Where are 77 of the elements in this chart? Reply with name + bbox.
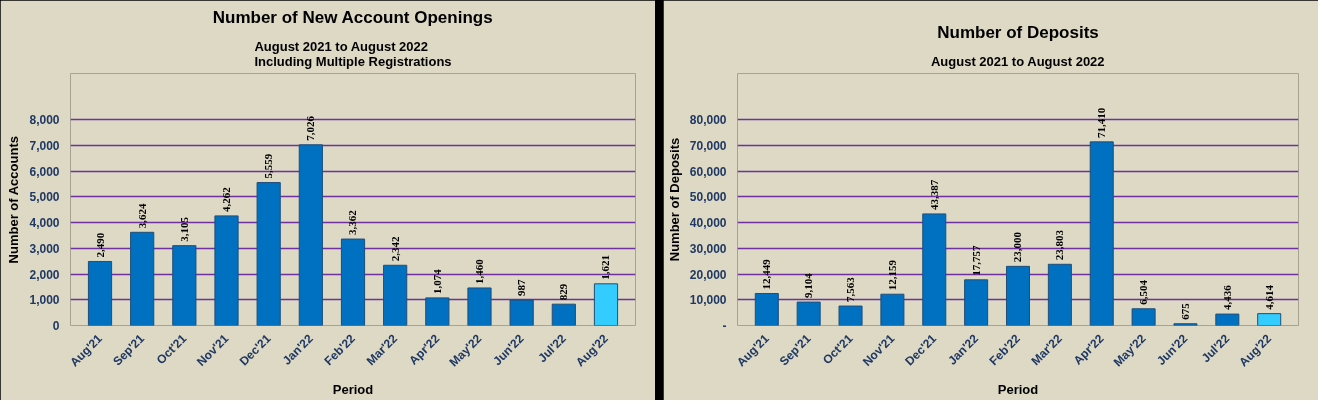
bar — [214, 215, 239, 326]
bar — [425, 297, 450, 326]
y-tick-label: - — [722, 319, 727, 333]
bar — [130, 231, 155, 326]
y-tick-label: 70,000 — [689, 139, 727, 153]
bar — [880, 293, 905, 326]
bar — [467, 287, 492, 326]
data-label: 5,559 — [262, 153, 275, 179]
y-tick-label: 10,000 — [689, 293, 727, 308]
data-label: 23,000 — [1011, 231, 1024, 263]
y-tick-label: 60,000 — [689, 164, 727, 179]
bar — [256, 182, 281, 326]
y-axis-title: Number of Deposits — [666, 137, 682, 262]
data-label: 4,436 — [1220, 284, 1233, 311]
bar — [1047, 263, 1072, 326]
chart-subtitle: August 2021 to August 2022 Including Multiple Registrations — [254, 38, 452, 69]
y-tick-label: 30,000 — [689, 241, 727, 256]
data-label: 4,262 — [220, 186, 233, 212]
data-label: 12,159 — [885, 259, 898, 291]
data-label: 3,624 — [135, 203, 148, 229]
data-label: 4,614 — [1262, 284, 1275, 310]
data-label: 6,504 — [1137, 279, 1150, 305]
data-label: 17,757 — [969, 245, 982, 276]
bar — [172, 245, 197, 326]
data-label: 987 — [515, 279, 528, 297]
bar — [87, 260, 113, 326]
bar — [1005, 265, 1031, 326]
y-tick-label: 20,000 — [689, 267, 727, 282]
data-label: 7,026 — [304, 115, 317, 141]
y-tick-label: 8,000 — [29, 113, 60, 128]
data-label: 23,803 — [1053, 229, 1066, 261]
data-label: 1,074 — [430, 268, 443, 294]
bar — [1257, 313, 1282, 326]
data-label: 43,387 — [927, 179, 940, 210]
bar — [838, 305, 863, 326]
bar — [1131, 308, 1156, 326]
data-label: 2,342 — [388, 236, 401, 262]
bar — [593, 283, 619, 326]
y-tick-label: 4,000 — [29, 216, 60, 231]
data-label: 1,621 — [599, 255, 612, 280]
bar — [922, 213, 947, 326]
bar — [964, 279, 989, 326]
y-tick-label: 2,000 — [29, 267, 60, 282]
bar — [509, 299, 534, 326]
y-tick-label: 5,000 — [29, 190, 60, 205]
chart-subtitle: August 2021 to August 2022 — [930, 53, 1105, 69]
bar — [1215, 313, 1240, 326]
y-axis-title: Number of Accounts — [6, 136, 22, 264]
data-label: 3,105 — [177, 216, 190, 242]
y-tick-label: 6,000 — [29, 164, 60, 179]
x-axis-title: Period — [997, 382, 1039, 398]
data-label: 1,460 — [472, 258, 485, 284]
y-tick-label: 40,000 — [689, 216, 727, 231]
data-label: 9,104 — [802, 272, 815, 299]
chart-title: Number of Deposits — [937, 22, 1099, 42]
bar — [383, 264, 408, 326]
data-label: 12,449 — [760, 258, 773, 290]
bar — [796, 301, 821, 326]
bar — [551, 303, 576, 326]
y-tick-label: 80,000 — [689, 113, 727, 128]
data-label: 3,362 — [346, 209, 359, 236]
y-tick-label: 3,000 — [29, 241, 60, 256]
bar — [340, 238, 366, 326]
y-tick-label: 50,000 — [689, 190, 727, 205]
x-axis-title: Period — [332, 382, 374, 398]
data-label: 829 — [557, 283, 570, 301]
data-label: 71,410 — [1095, 107, 1108, 138]
chart-title: Number of New Account Openings — [212, 7, 493, 27]
data-label: 2,490 — [93, 232, 106, 258]
bar — [298, 144, 323, 326]
y-tick-label: 7,000 — [29, 139, 60, 153]
data-label: 7,563 — [844, 276, 857, 303]
bar — [1089, 141, 1114, 326]
bar — [754, 292, 779, 326]
y-tick-label: 0 — [52, 319, 60, 333]
y-tick-label: 1,000 — [29, 293, 60, 308]
data-label: 675 — [1178, 302, 1191, 320]
